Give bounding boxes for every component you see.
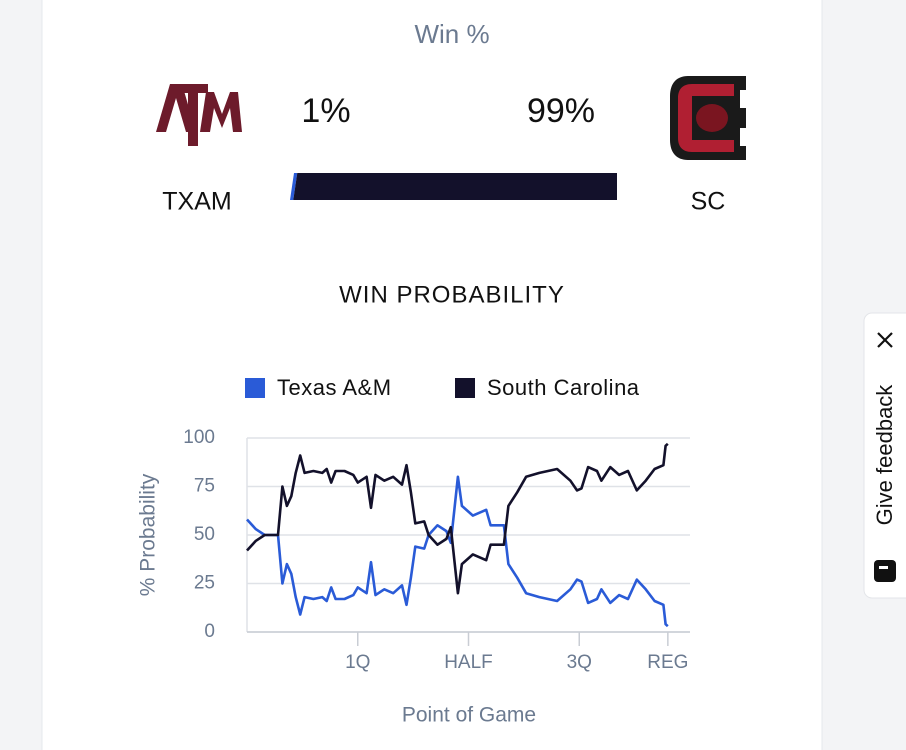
y-tick-label: 75 <box>194 476 215 497</box>
team-abbr: SC <box>691 188 726 216</box>
legend-label: South Carolina <box>487 375 640 400</box>
feedback-bg[interactable] <box>863 312 906 599</box>
x-axis-label: Point of Game <box>402 704 536 727</box>
win-title: Win % <box>414 19 489 49</box>
y-tick-label: 100 <box>183 427 215 448</box>
feedback-tab[interactable]: Give feedback <box>863 312 906 599</box>
y-tick-label: 0 <box>204 621 215 642</box>
win-pct: 99% <box>527 92 595 130</box>
close-icon[interactable] <box>877 332 893 348</box>
y-tick-label: 25 <box>194 573 215 594</box>
win-pct: 1% <box>301 92 350 130</box>
sc-logo <box>670 76 746 160</box>
win-bar-segment <box>293 173 617 200</box>
series-line <box>246 442 669 595</box>
legend: Texas A&M South Carolina <box>245 375 640 400</box>
y-tick-label: 50 <box>194 524 215 545</box>
win-bar-segment <box>290 173 298 200</box>
win-bar <box>290 173 617 200</box>
x-tick-label: HALF <box>444 652 493 673</box>
legend-swatch <box>245 378 265 398</box>
legend-swatch <box>455 378 475 398</box>
plot: 0 25 50 75 100 1Q HALF 3Q REG <box>183 427 690 673</box>
feedback-icon <box>879 566 888 569</box>
feedback-icon[interactable] <box>874 560 896 582</box>
team-abbr: TXAM <box>162 188 231 216</box>
txam-logo <box>156 84 242 146</box>
legend-label: Texas A&M <box>277 375 392 400</box>
y-axis-label: % Probability <box>137 473 160 596</box>
x-tick-label: 3Q <box>567 652 592 673</box>
chart-title: WIN PROBABILITY <box>339 281 565 308</box>
x-tick-label: REG <box>647 652 688 673</box>
feedback-label[interactable]: Give feedback <box>872 384 897 526</box>
x-tick-label: 1Q <box>345 652 370 673</box>
